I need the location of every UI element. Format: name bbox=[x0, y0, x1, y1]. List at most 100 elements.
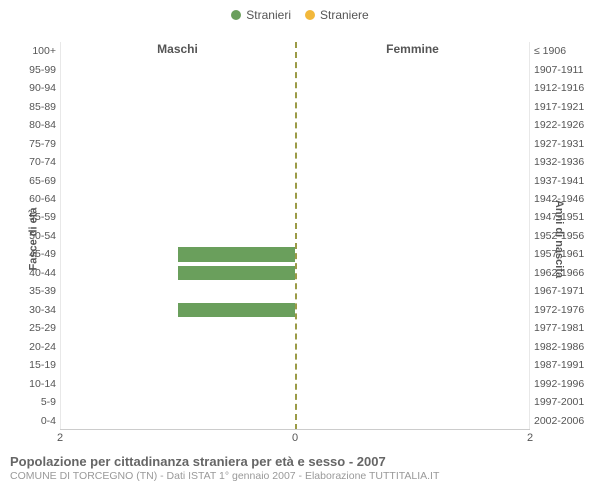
table-row: 1962-1966 bbox=[295, 264, 530, 282]
x-tick: 2 bbox=[527, 432, 533, 444]
chart-subtitle: COMUNE DI TORCEGNO (TN) - Dati ISTAT 1° … bbox=[10, 470, 590, 482]
birth-year-label: 1962-1966 bbox=[534, 268, 596, 279]
age-label: 85-89 bbox=[8, 101, 56, 112]
birth-year-label: 1987-1991 bbox=[534, 360, 596, 371]
male-half: 100+95-9990-9485-8980-8475-7970-7465-696… bbox=[60, 42, 295, 430]
age-label: 30-34 bbox=[8, 305, 56, 316]
age-label: 50-54 bbox=[8, 231, 56, 242]
bar-male bbox=[178, 303, 296, 317]
table-row: 85-89 bbox=[60, 97, 295, 115]
x-tick: 0 bbox=[292, 432, 298, 444]
table-row: 1937-1941 bbox=[295, 171, 530, 189]
birth-year-label: 1927-1931 bbox=[534, 138, 596, 149]
legend-swatch-male bbox=[231, 10, 241, 20]
table-row: 1982-1986 bbox=[295, 338, 530, 356]
chart-title: Popolazione per cittadinanza straniera p… bbox=[10, 454, 590, 469]
birth-year-label: 1952-1956 bbox=[534, 231, 596, 242]
age-label: 35-39 bbox=[8, 286, 56, 297]
table-row: 1917-1921 bbox=[295, 97, 530, 115]
pyramid-chart: Fasce di età Anni di nascita Maschi Femm… bbox=[0, 24, 600, 454]
table-row: 60-64 bbox=[60, 190, 295, 208]
table-row: 1927-1931 bbox=[295, 134, 530, 152]
table-row: 1947-1951 bbox=[295, 208, 530, 226]
birth-year-label: 1997-2001 bbox=[534, 397, 596, 408]
bar-male bbox=[178, 247, 296, 261]
birth-year-label: 1932-1936 bbox=[534, 157, 596, 168]
female-half: ≤ 19061907-19111912-19161917-19211922-19… bbox=[295, 42, 530, 430]
legend-swatch-female bbox=[305, 10, 315, 20]
table-row: 50-54 bbox=[60, 227, 295, 245]
table-row: 40-44 bbox=[60, 264, 295, 282]
birth-year-label: 2002-2006 bbox=[534, 415, 596, 426]
x-axis: 2 0 2 bbox=[60, 432, 530, 446]
table-row: 55-59 bbox=[60, 208, 295, 226]
birth-year-label: 1967-1971 bbox=[534, 286, 596, 297]
table-row: 30-34 bbox=[60, 301, 295, 319]
table-row: 1987-1991 bbox=[295, 356, 530, 374]
legend-label-male: Stranieri bbox=[246, 8, 291, 22]
x-baseline bbox=[60, 429, 530, 430]
birth-year-label: 1982-1986 bbox=[534, 341, 596, 352]
table-row: 1922-1926 bbox=[295, 116, 530, 134]
age-label: 75-79 bbox=[8, 138, 56, 149]
table-row: ≤ 1906 bbox=[295, 42, 530, 60]
table-row: 0-4 bbox=[60, 411, 295, 429]
age-label: 25-29 bbox=[8, 323, 56, 334]
age-label: 20-24 bbox=[8, 341, 56, 352]
table-row: 1932-1936 bbox=[295, 153, 530, 171]
x-tick: 2 bbox=[57, 432, 63, 444]
age-label: 45-49 bbox=[8, 249, 56, 260]
table-row: 25-29 bbox=[60, 319, 295, 337]
legend-label-female: Straniere bbox=[320, 8, 369, 22]
legend-item-male: Stranieri bbox=[231, 6, 291, 24]
legend: Stranieri Straniere bbox=[0, 0, 600, 24]
age-label: 65-69 bbox=[8, 175, 56, 186]
table-row: 45-49 bbox=[60, 245, 295, 263]
birth-year-label: 1922-1926 bbox=[534, 120, 596, 131]
age-label: 40-44 bbox=[8, 268, 56, 279]
birth-year-label: 1937-1941 bbox=[534, 175, 596, 186]
birth-year-label: ≤ 1906 bbox=[534, 46, 596, 57]
age-label: 0-4 bbox=[8, 415, 56, 426]
table-row: 35-39 bbox=[60, 282, 295, 300]
age-label: 100+ bbox=[8, 46, 56, 57]
table-row: 75-79 bbox=[60, 134, 295, 152]
birth-year-label: 1992-1996 bbox=[534, 378, 596, 389]
footer: Popolazione per cittadinanza straniera p… bbox=[0, 454, 600, 488]
table-row: 5-9 bbox=[60, 393, 295, 411]
table-row: 15-19 bbox=[60, 356, 295, 374]
birth-year-label: 1942-1946 bbox=[534, 194, 596, 205]
table-row: 10-14 bbox=[60, 374, 295, 392]
table-row: 1992-1996 bbox=[295, 374, 530, 392]
birth-year-label: 1907-1911 bbox=[534, 64, 596, 75]
birth-year-label: 1912-1916 bbox=[534, 83, 596, 94]
age-label: 95-99 bbox=[8, 64, 56, 75]
age-label: 60-64 bbox=[8, 194, 56, 205]
table-row: 2002-2006 bbox=[295, 411, 530, 429]
table-row: 20-24 bbox=[60, 338, 295, 356]
center-divider bbox=[295, 42, 297, 430]
birth-year-label: 1947-1951 bbox=[534, 212, 596, 223]
age-label: 90-94 bbox=[8, 83, 56, 94]
age-label: 70-74 bbox=[8, 157, 56, 168]
table-row: 90-94 bbox=[60, 79, 295, 97]
age-label: 10-14 bbox=[8, 378, 56, 389]
table-row: 1942-1946 bbox=[295, 190, 530, 208]
table-row: 1957-1961 bbox=[295, 245, 530, 263]
table-row: 80-84 bbox=[60, 116, 295, 134]
birth-year-label: 1977-1981 bbox=[534, 323, 596, 334]
age-label: 15-19 bbox=[8, 360, 56, 371]
table-row: 70-74 bbox=[60, 153, 295, 171]
birth-year-label: 1972-1976 bbox=[534, 305, 596, 316]
table-row: 1997-2001 bbox=[295, 393, 530, 411]
birth-year-label: 1957-1961 bbox=[534, 249, 596, 260]
table-row: 95-99 bbox=[60, 60, 295, 78]
table-row: 1907-1911 bbox=[295, 60, 530, 78]
table-row: 1912-1916 bbox=[295, 79, 530, 97]
table-row: 1952-1956 bbox=[295, 227, 530, 245]
age-label: 5-9 bbox=[8, 397, 56, 408]
table-row: 100+ bbox=[60, 42, 295, 60]
birth-year-label: 1917-1921 bbox=[534, 101, 596, 112]
plot-area: Maschi Femmine 100+95-9990-9485-8980-847… bbox=[60, 42, 530, 430]
age-label: 55-59 bbox=[8, 212, 56, 223]
